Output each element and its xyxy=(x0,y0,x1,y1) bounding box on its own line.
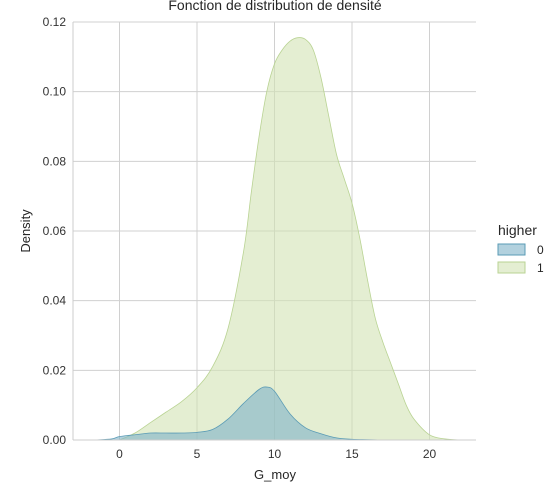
x-tick-label: 15 xyxy=(345,447,359,461)
axes xyxy=(72,22,476,441)
y-tick-label: 0.02 xyxy=(43,363,67,377)
x-tick-label: 5 xyxy=(194,447,201,461)
legend-swatch-0 xyxy=(497,243,526,256)
x-tick-labels: 0 5 10 15 20 xyxy=(116,447,436,461)
density-line-0 xyxy=(96,386,384,441)
x-axis-label: G_moy xyxy=(254,467,296,482)
density-area-1 xyxy=(119,37,461,440)
y-tick-labels: 0.00 0.02 0.04 0.06 0.08 0.10 0.12 xyxy=(43,15,67,447)
y-tick-label: 0.00 xyxy=(43,433,67,447)
y-tick-label: 0.12 xyxy=(43,15,67,29)
legend-label-0: 0 xyxy=(537,243,544,257)
density-area-0 xyxy=(96,386,383,440)
legend-swatch-1 xyxy=(497,261,526,274)
y-tick-label: 0.08 xyxy=(43,154,67,168)
legend-title: higher xyxy=(498,222,537,238)
density-line-1 xyxy=(119,37,461,441)
density-areas xyxy=(96,37,461,441)
x-tick-label: 10 xyxy=(268,447,282,461)
y-tick-label: 0.06 xyxy=(43,224,67,238)
legend-label-1: 1 xyxy=(537,261,544,275)
y-axis-label: Density xyxy=(18,209,33,253)
y-tick-label: 0.10 xyxy=(43,85,67,99)
x-tick-label: 20 xyxy=(423,447,437,461)
y-tick-label: 0.04 xyxy=(43,294,67,308)
chart-title: Fonction de distribution de densité xyxy=(168,0,381,13)
x-tick-label: 0 xyxy=(116,447,123,461)
legend: higher 0 1 xyxy=(497,222,544,275)
